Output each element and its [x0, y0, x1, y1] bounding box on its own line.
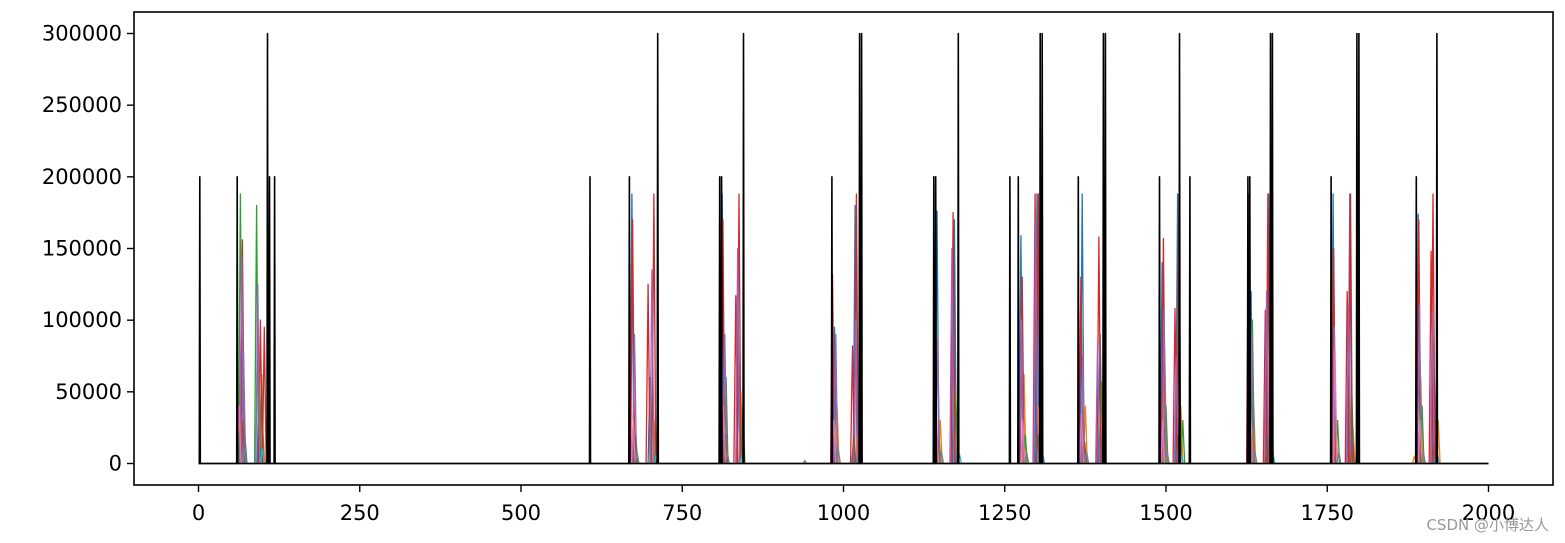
x-axis: 0 250 500 750 1000 1250 1500 1750 2000	[192, 485, 1515, 525]
watermark-text: CSDN @小博达人	[1426, 516, 1549, 534]
y-tick-label: 100000	[42, 308, 122, 332]
series-line-0	[198, 32, 1489, 465]
x-tick-label: 250	[340, 501, 380, 525]
x-tick-label: 1750	[1301, 501, 1354, 525]
x-tick-label: 1000	[817, 501, 870, 525]
x-tick-label: 2000	[1462, 501, 1515, 525]
series-line-5	[198, 219, 1489, 465]
series-line-9	[198, 448, 1489, 465]
y-tick-label: 250000	[42, 93, 122, 117]
series-line-8	[198, 448, 1489, 465]
y-tick-label: 50000	[55, 380, 122, 404]
y-tick-label: 150000	[42, 237, 122, 261]
series-line-4	[198, 193, 1489, 465]
axes-frame	[133, 11, 1554, 486]
y-tick-label: 200000	[42, 165, 122, 189]
series-line-2	[198, 348, 1489, 465]
y-tick-label: 300000	[42, 22, 122, 46]
series-line-1	[198, 193, 1489, 465]
plot-lines	[198, 32, 1489, 465]
x-tick-label: 1250	[978, 501, 1031, 525]
x-tick-label: 750	[662, 501, 702, 525]
series-line-3	[198, 193, 1489, 465]
x-tick-label: 500	[501, 501, 541, 525]
series-line-6	[198, 419, 1489, 465]
series-line-7	[198, 348, 1489, 465]
x-tick-label: 1500	[1139, 501, 1192, 525]
x-tick-label: 0	[192, 501, 205, 525]
y-tick-label: 0	[109, 452, 122, 476]
y-axis: 0 50000 100000 150000 200000 250000 300000	[42, 22, 134, 476]
